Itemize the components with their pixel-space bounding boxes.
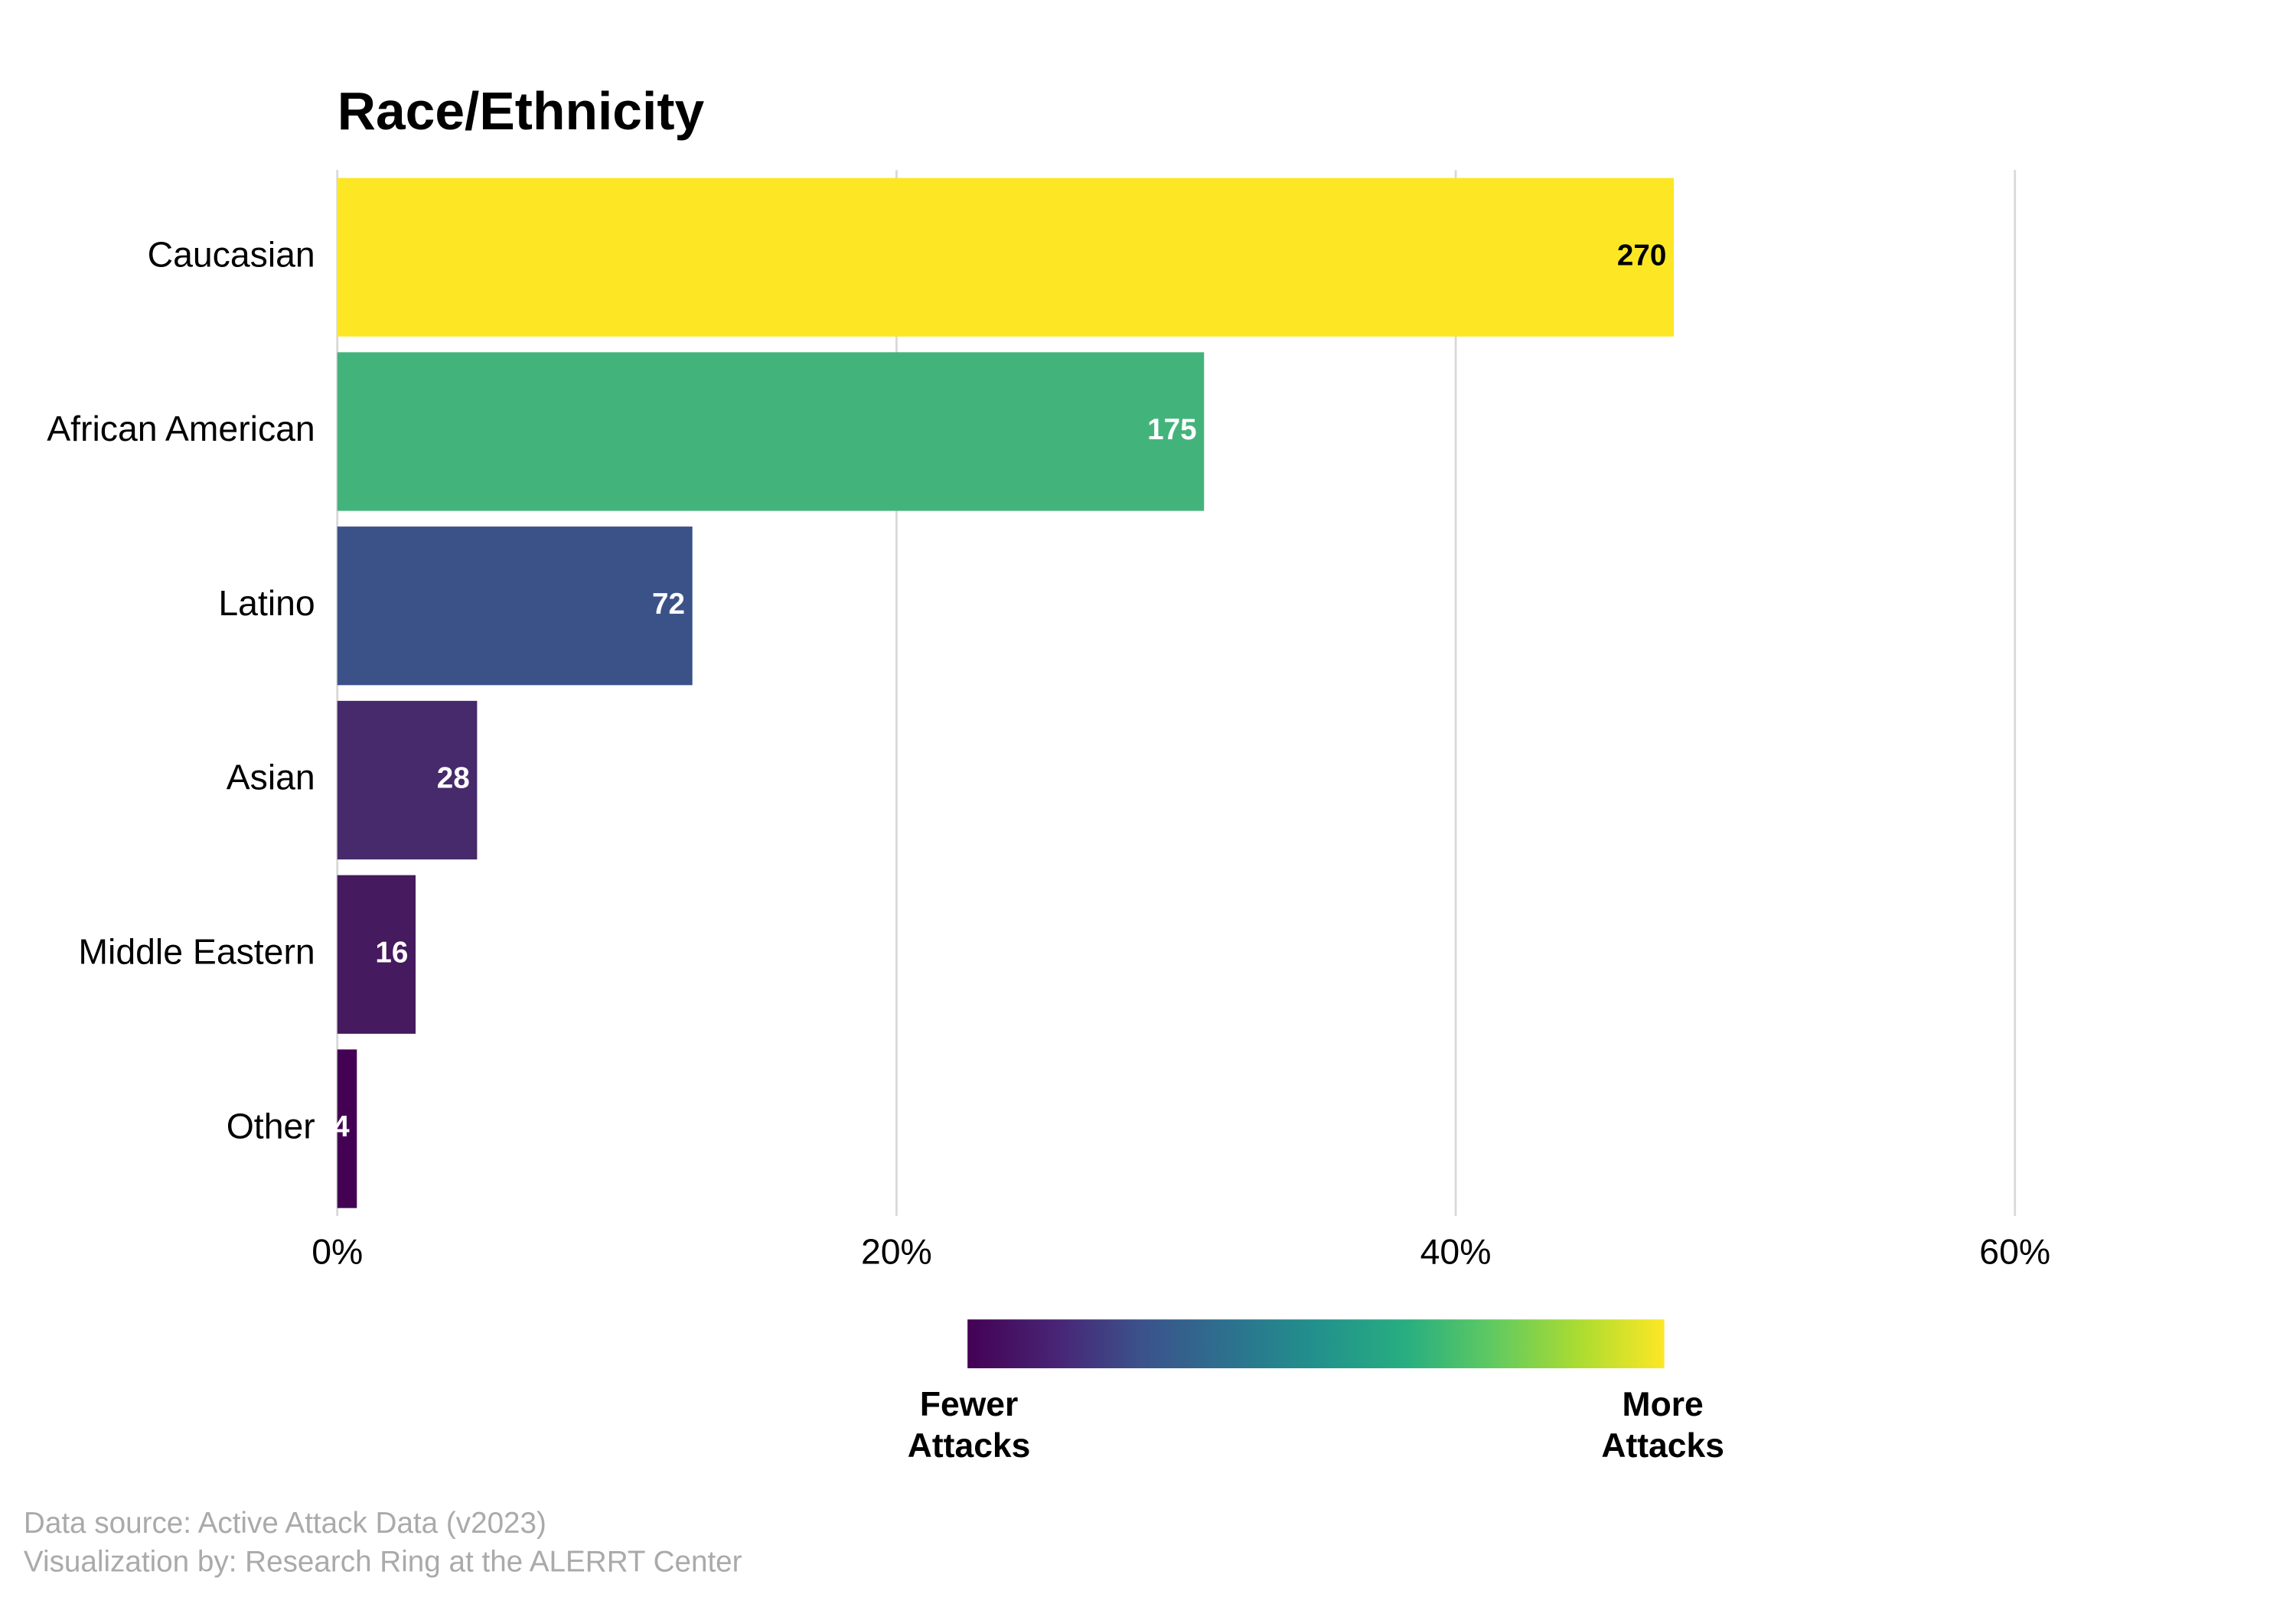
bar (337, 352, 1205, 511)
colorbar (967, 1319, 1665, 1369)
count-label: 28 (437, 762, 470, 795)
category-label: Latino (218, 583, 315, 623)
colorbar-low: Fewer Attacks (907, 1384, 1031, 1465)
x-tick-label: 0% (311, 1231, 363, 1271)
grid (336, 170, 2017, 1216)
count-label: 270 (1617, 239, 1666, 272)
x-tick-label: 60% (1979, 1231, 2050, 1271)
count-label: 175 (1147, 413, 1196, 446)
colorbar-low-label: Fewer Attacks (907, 1384, 1031, 1465)
x-tick-label: 20% (861, 1231, 932, 1271)
plot: 0% 20% 40% 60% Caucasian 270 African American 1… (47, 178, 2050, 1271)
count-label: 72 (652, 588, 685, 621)
count-label: 4 (333, 1110, 350, 1143)
bar (337, 178, 1675, 337)
category-label: Middle Eastern (78, 932, 315, 972)
category-label: Asian (227, 758, 315, 797)
category-label: African American (47, 409, 315, 448)
category-label: Other (227, 1106, 315, 1146)
colorbar-high: More Attacks (1601, 1384, 1724, 1465)
colorbar-high-label: More Attacks (1601, 1384, 1724, 1465)
x-tick-label: 40% (1420, 1231, 1492, 1271)
bar (337, 1049, 357, 1208)
bar (337, 526, 693, 686)
credit-note: Visualization by: Research Ring at the A… (24, 1545, 742, 1578)
bar (337, 700, 478, 860)
bar (337, 875, 416, 1034)
chart-title: Race/Ethnicity (338, 81, 705, 141)
count-label: 16 (375, 936, 408, 969)
category-label: Caucasian (148, 234, 315, 274)
source-note: Data source: Active Attack Data (v2023) (24, 1507, 546, 1540)
